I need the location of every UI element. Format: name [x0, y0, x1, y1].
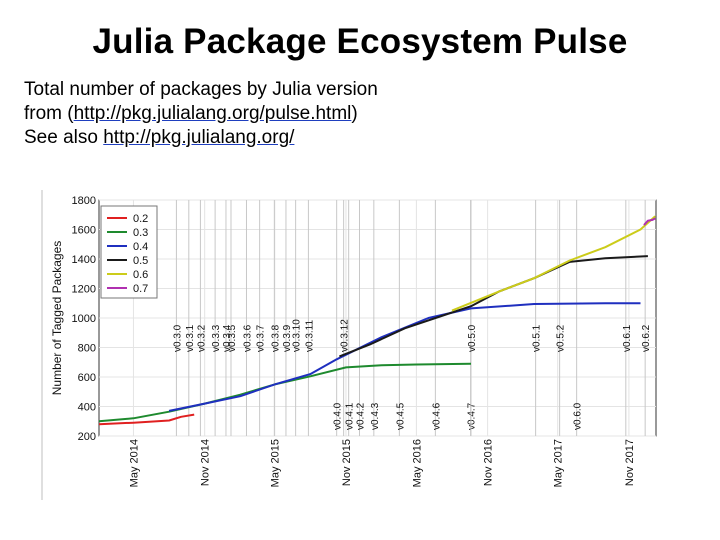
release-label: v0.3.3: [211, 324, 222, 352]
release-label: v0.4.5: [395, 402, 406, 430]
axis-ticks: 200 400 600 800 1000 1200 1400 1600 1800 May 2014…: [72, 195, 636, 487]
release-label: v0.3.5: [227, 324, 238, 352]
release-label: v0.3.10: [292, 319, 303, 352]
description-line-2: from (http://pkg.julialang.org/pulse.htm…: [24, 102, 378, 126]
source-prefix: from (: [24, 103, 74, 124]
description: Total number of packages by Julia versio…: [24, 78, 378, 150]
release-label: v0.3.7: [256, 324, 267, 352]
x-tick-label: May 2017: [553, 439, 565, 487]
y-tick-label: 400: [78, 402, 96, 414]
y-tick-label: 1200: [72, 284, 96, 296]
series-lines: [98, 215, 656, 426]
release-label: v0.3.12: [340, 319, 351, 352]
source-suffix: ): [351, 103, 358, 124]
release-label: v0.3.6: [242, 324, 253, 352]
release-label: v0.3.4: [222, 324, 233, 352]
legend-label: 0.6: [133, 269, 148, 281]
x-tick-label: Nov 2017: [624, 439, 636, 486]
legend-label: 0.2: [133, 213, 148, 225]
release-label: v0.3.8: [270, 324, 281, 352]
legend-label: 0.4: [133, 241, 148, 253]
release-label: v0.4.3: [370, 402, 381, 430]
release-label: v0.5.2: [556, 324, 567, 352]
release-label: v0.5.0: [467, 324, 478, 352]
page-title: Julia Package Ecosystem Pulse: [92, 22, 628, 61]
release-label: v0.6.0: [573, 402, 584, 430]
x-tick-label: May 2014: [128, 439, 140, 487]
x-tick-label: Nov 2015: [341, 439, 353, 486]
series-line-0-5: [339, 255, 648, 358]
legend-label: 0.7: [133, 283, 148, 295]
legend-box: [100, 205, 158, 299]
release-label: v0.6.1: [622, 324, 633, 352]
y-tick-label: 200: [78, 431, 96, 443]
release-label: v0.4.2: [356, 402, 367, 430]
series-line-0-2: [98, 413, 195, 426]
release-label: v0.6.2: [641, 324, 652, 352]
x-tick-label: May 2015: [270, 439, 282, 487]
y-axis-label: Number of Tagged Packages: [50, 241, 64, 396]
release-label: v0.4.6: [431, 402, 442, 430]
y-tick-label: 1400: [72, 254, 96, 266]
release-label: v0.3.9: [282, 324, 293, 352]
release-label: v0.3.11: [304, 320, 315, 352]
x-tick-label: Nov 2014: [200, 439, 212, 486]
release-label: v0.3.1: [185, 324, 196, 352]
y-tick-label: 800: [78, 343, 96, 355]
x-tick-label: Nov 2016: [483, 439, 495, 486]
description-line-1: Total number of packages by Julia versio…: [24, 79, 378, 100]
y-tick-label: 600: [78, 372, 96, 384]
legend-label: 0.5: [133, 255, 148, 267]
release-label: v0.4.0: [333, 402, 344, 430]
legend: 0.2 0.3 0.4 0.5 0.6 0.7: [100, 205, 158, 299]
release-label: v0.3.2: [196, 324, 207, 352]
see-also-prefix: See also: [24, 127, 104, 148]
description-line-3: See also http://pkg.julialang.org/: [24, 126, 378, 150]
release-lines: v0.3.0 v0.3.1 v0.3.2 v0.3.3 v0.3.4v0.3.5 v0.3…: [172, 200, 652, 436]
release-label: v0.3.0: [172, 324, 183, 352]
series-line-0-6: [451, 215, 656, 312]
legend-label: 0.3: [133, 227, 148, 239]
pkg-link[interactable]: http://pkg.julialang.org/: [103, 127, 295, 148]
release-label: v0.4.7: [467, 402, 478, 430]
y-tick-label: 1600: [72, 225, 96, 237]
y-tick-label: 1000: [72, 313, 96, 325]
series-line-0-7: [643, 217, 656, 226]
pulse-link[interactable]: http://pkg.julialang.org/pulse.html: [73, 103, 352, 124]
release-label: v0.4.1: [345, 402, 356, 430]
release-label: v0.5.1: [532, 324, 543, 352]
x-tick-label: May 2016: [411, 439, 423, 487]
y-tick-label: 1800: [72, 195, 96, 207]
